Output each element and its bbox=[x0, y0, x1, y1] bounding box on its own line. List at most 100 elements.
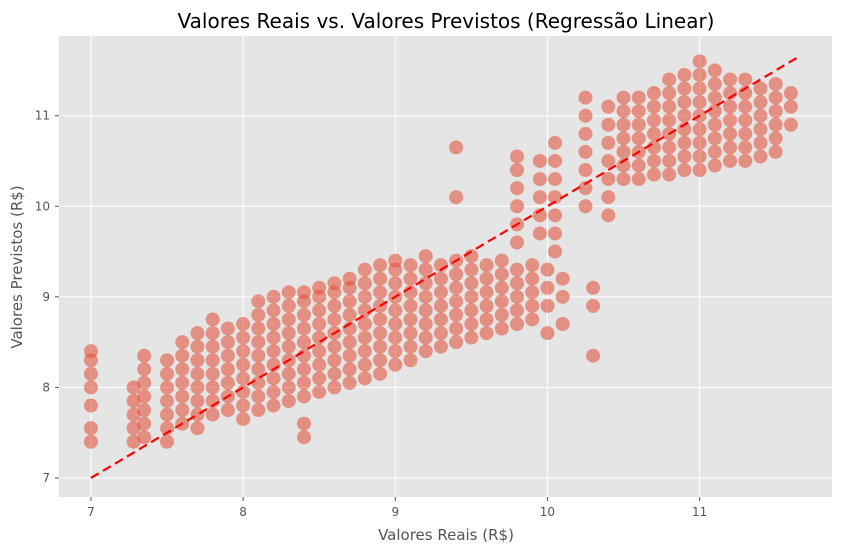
scatter-point bbox=[616, 90, 631, 105]
scatter-point bbox=[578, 90, 593, 105]
scatter-point bbox=[126, 421, 141, 436]
scatter-point bbox=[137, 348, 152, 363]
scatter-points bbox=[83, 54, 798, 449]
scatter-point bbox=[327, 380, 342, 395]
scatter-point bbox=[738, 72, 753, 87]
scatter-point bbox=[388, 357, 403, 372]
scatter-point bbox=[327, 353, 342, 368]
scatter-point bbox=[433, 339, 448, 354]
scatter-point bbox=[236, 384, 251, 399]
scatter-point bbox=[236, 371, 251, 386]
x-axis-label: Valores Reais (R$) bbox=[378, 526, 514, 544]
scatter-point bbox=[548, 153, 563, 168]
scatter-point bbox=[510, 262, 525, 277]
scatter-point bbox=[738, 99, 753, 114]
scatter-point bbox=[449, 335, 464, 350]
scatter-point bbox=[220, 321, 235, 336]
scatter-point bbox=[768, 90, 783, 105]
scatter-point bbox=[433, 312, 448, 327]
scatter-point bbox=[327, 298, 342, 313]
scatter-point bbox=[388, 344, 403, 359]
scatter-point bbox=[449, 307, 464, 322]
scatter-point bbox=[662, 86, 677, 101]
scatter-point bbox=[723, 72, 738, 87]
scatter-point bbox=[388, 253, 403, 268]
scatter-point bbox=[266, 398, 281, 413]
scatter-point bbox=[646, 140, 661, 155]
scatter-point bbox=[175, 403, 190, 418]
scatter-point bbox=[479, 326, 494, 341]
scatter-point bbox=[692, 54, 707, 69]
scatter-point bbox=[342, 362, 357, 377]
scatter-point bbox=[251, 307, 266, 322]
scatter-point bbox=[631, 90, 646, 105]
scatter-point bbox=[464, 317, 479, 332]
scatter-point bbox=[251, 335, 266, 350]
scatter-point bbox=[137, 375, 152, 390]
scatter-point bbox=[126, 407, 141, 422]
scatter-point bbox=[388, 330, 403, 345]
scatter-point bbox=[662, 153, 677, 168]
chart-title: Valores Reais vs. Valores Previstos (Reg… bbox=[178, 9, 715, 33]
scatter-point bbox=[494, 280, 509, 295]
scatter-point bbox=[662, 113, 677, 128]
scatter-point bbox=[357, 317, 372, 332]
scatter-point bbox=[601, 172, 616, 187]
scatter-point bbox=[281, 312, 296, 327]
scatter-point bbox=[578, 163, 593, 178]
scatter-point bbox=[83, 434, 98, 449]
scatter-point bbox=[403, 353, 418, 368]
scatter-point bbox=[251, 389, 266, 404]
scatter-point bbox=[296, 416, 311, 431]
scatter-point bbox=[540, 326, 555, 341]
scatter-point bbox=[220, 335, 235, 350]
scatter-point bbox=[532, 226, 547, 241]
scatter-point bbox=[281, 285, 296, 300]
scatter-point bbox=[449, 280, 464, 295]
scatter-point bbox=[236, 344, 251, 359]
scatter-point bbox=[768, 144, 783, 159]
scatter-point bbox=[160, 434, 175, 449]
scatter-point bbox=[548, 244, 563, 259]
scatter-point bbox=[266, 344, 281, 359]
y-tick-label: 10 bbox=[35, 199, 50, 213]
scatter-point bbox=[510, 199, 525, 214]
scatter-point bbox=[296, 335, 311, 350]
scatter-point bbox=[479, 285, 494, 300]
scatter-point bbox=[175, 335, 190, 350]
scatter-point bbox=[464, 289, 479, 304]
scatter-point bbox=[631, 172, 646, 187]
scatter-point bbox=[418, 289, 433, 304]
scatter-point bbox=[646, 126, 661, 141]
scatter-point bbox=[312, 317, 327, 332]
scatter-point bbox=[677, 81, 692, 96]
scatter-point bbox=[494, 294, 509, 309]
scatter-point bbox=[555, 271, 570, 286]
scatter-point bbox=[312, 280, 327, 295]
scatter-point bbox=[464, 303, 479, 318]
scatter-point bbox=[357, 344, 372, 359]
scatter-point bbox=[479, 312, 494, 327]
scatter-point bbox=[251, 403, 266, 418]
x-tick-label: 7 bbox=[87, 505, 95, 519]
scatter-point bbox=[190, 326, 205, 341]
scatter-point bbox=[677, 163, 692, 178]
scatter-point bbox=[342, 375, 357, 390]
scatter-point bbox=[578, 199, 593, 214]
scatter-point bbox=[433, 298, 448, 313]
scatter-point bbox=[510, 163, 525, 178]
scatter-point bbox=[494, 253, 509, 268]
scatter-point bbox=[548, 172, 563, 187]
scatter-point bbox=[723, 126, 738, 141]
scatter-point bbox=[236, 357, 251, 372]
scatter-point bbox=[494, 267, 509, 282]
scatter-point bbox=[281, 298, 296, 313]
scatter-point bbox=[190, 393, 205, 408]
scatter-point bbox=[548, 208, 563, 223]
scatter-point bbox=[327, 366, 342, 381]
scatter-point bbox=[160, 407, 175, 422]
y-tick-label: 8 bbox=[42, 380, 50, 394]
scatter-point bbox=[479, 258, 494, 273]
scatter-point bbox=[510, 289, 525, 304]
